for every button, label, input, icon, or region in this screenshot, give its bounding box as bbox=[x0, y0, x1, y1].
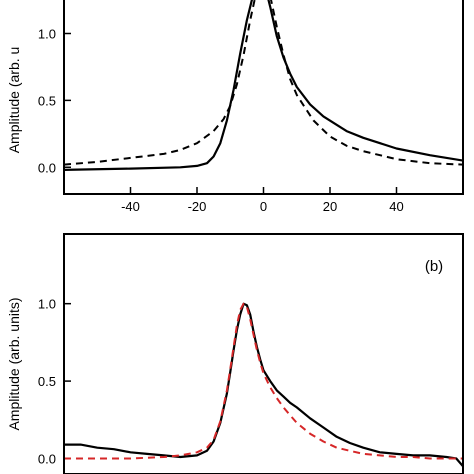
x-tick-label: -40 bbox=[121, 199, 140, 214]
solid-series-line bbox=[64, 302, 463, 468]
dashed-series-line bbox=[64, 0, 463, 166]
y-tick-label: 1.0 bbox=[38, 297, 56, 312]
y-tick-label: 0.0 bbox=[38, 160, 56, 175]
panel-b-plot-frame bbox=[63, 233, 464, 474]
panel-a-plot-frame bbox=[63, 0, 464, 195]
panel-b-ylabel: Amplitude (arb. units) bbox=[6, 297, 22, 430]
x-tick-label: 20 bbox=[323, 199, 337, 214]
y-tick-label: 0.0 bbox=[38, 452, 56, 467]
panel-a-series bbox=[64, 0, 463, 171]
panel-b-series bbox=[64, 302, 463, 468]
panel-a-x-ticks: -40 -20 0 20 40 bbox=[121, 187, 404, 214]
panel-a-y-ticks: 0.0 0.5 1.0 bbox=[38, 27, 71, 175]
x-tick-label: 0 bbox=[260, 199, 267, 214]
panel-b-tag: (b) bbox=[425, 258, 443, 275]
panel-a: Amplitude (arb. u 0.0 0.5 1.0 -40 -20 0 20 40 bbox=[6, 0, 464, 214]
y-tick-label: 0.5 bbox=[38, 374, 56, 389]
y-tick-label: 1.0 bbox=[38, 27, 56, 42]
x-tick-label: -20 bbox=[188, 199, 207, 214]
y-tick-label: 0.5 bbox=[38, 93, 56, 108]
solid-series-line bbox=[64, 0, 463, 171]
panel-a-ylabel: Amplitude (arb. u bbox=[6, 47, 22, 154]
dashed-series-line bbox=[64, 302, 463, 460]
panel-b-y-ticks: 0.0 0.5 1.0 bbox=[38, 297, 71, 467]
x-tick-label: 40 bbox=[389, 199, 403, 214]
panel-b: Amplitude (arb. units) (b) 0.0 0.5 1.0 bbox=[6, 233, 464, 474]
